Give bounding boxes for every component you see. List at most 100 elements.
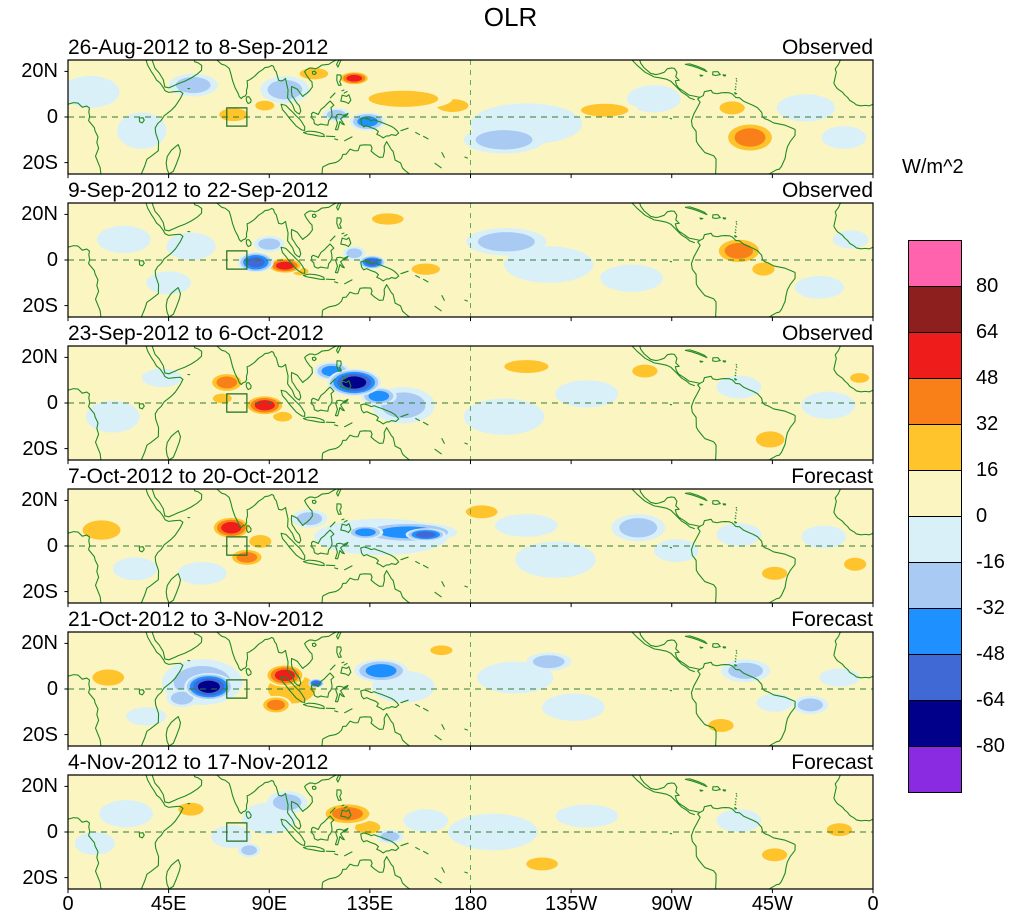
axis-ticks	[64, 357, 873, 464]
y-axis-label: 20S	[22, 723, 58, 746]
y-axis-label: 20S	[22, 580, 58, 603]
panel-2-run-type: Observed	[781, 179, 873, 202]
panel-6-run-type: Forecast	[791, 751, 873, 774]
panel-4-map	[68, 489, 873, 603]
y-axis-label: 20N	[21, 775, 58, 798]
colorbar-cell	[908, 746, 962, 793]
colorbar-label: 0	[976, 505, 988, 527]
panel-4-run-type: Forecast	[791, 465, 873, 488]
colorbar-cell	[908, 654, 962, 701]
colorbar-cell	[908, 470, 962, 517]
panel-4-date-range: 7-Oct-2012 to 20-Oct-2012	[68, 465, 319, 488]
panel-5-map	[68, 632, 873, 746]
colorbar	[908, 240, 962, 793]
colorbar-label: -16	[976, 551, 1005, 573]
panel-2-date-range: 9-Sep-2012 to 22-Sep-2012	[68, 179, 329, 202]
panel-6-map	[68, 775, 873, 889]
y-axis-label: 20S	[22, 151, 58, 174]
x-axis-label: 135E	[346, 893, 394, 915]
page-title: OLR	[483, 2, 538, 32]
panel-3-map	[68, 346, 873, 460]
axis-ticks	[64, 786, 873, 893]
y-axis-label: 0	[46, 249, 58, 271]
roi-box	[227, 680, 247, 698]
colorbar-cell	[908, 608, 962, 655]
colorbar-label: 80	[976, 275, 999, 297]
panel-2: 9-Sep-2012 to 22-Sep-2012 Observed 20N 0 2…	[0, 179, 1021, 322]
colorbar-cell	[908, 700, 962, 747]
colorbar-cell	[908, 240, 962, 287]
panel-6: 4-Nov-2012 to 17-Nov-2012 Forecast 20N 0 2…	[0, 751, 1021, 894]
panel-5: 21-Oct-2012 to 3-Nov-2012 Forecast 20N 0 2…	[0, 608, 1021, 751]
map-area	[68, 632, 873, 746]
colorbar-cell	[908, 286, 962, 333]
x-axis-label: 180	[453, 893, 488, 915]
anomaly-contours	[74, 790, 858, 874]
y-axis-label: 20N	[21, 489, 58, 512]
axis-ticks	[64, 643, 873, 750]
map-area	[68, 60, 873, 174]
x-axis-label: 45W	[751, 893, 793, 915]
colorbar-cell	[908, 332, 962, 379]
panel-1-run-type: Observed	[781, 36, 873, 59]
roi-box	[227, 394, 247, 412]
colorbar-label: -80	[976, 735, 1005, 757]
x-axis-label: 135W	[545, 893, 598, 915]
panel-3-run-type: Observed	[781, 322, 873, 345]
panel-5-run-type: Forecast	[791, 608, 873, 631]
anomaly-contours	[85, 643, 860, 735]
roi-box	[227, 251, 247, 269]
panel-1: 26-Aug-2012 to 8-Sep-2012 Observed 20N 0 2…	[0, 36, 1021, 179]
roi-box	[227, 108, 247, 126]
panel-5-date-range: 21-Oct-2012 to 3-Nov-2012	[68, 608, 324, 631]
colorbar-label: -64	[976, 689, 1005, 711]
colorbar-label: 16	[976, 459, 999, 481]
colorbar-label: 64	[976, 321, 999, 343]
map-area	[68, 775, 873, 889]
panel-6-date-range: 4-Nov-2012 to 17-Nov-2012	[68, 751, 329, 774]
y-axis-label: 20S	[22, 294, 58, 317]
y-axis-label: 0	[46, 535, 58, 557]
axis-ticks	[64, 500, 873, 607]
roi-box	[227, 537, 247, 555]
y-axis-label: 20N	[21, 346, 58, 369]
panel-3: 23-Sep-2012 to 6-Oct-2012 Observed 20N 0 2…	[0, 322, 1021, 465]
map-area	[68, 346, 873, 460]
axis-ticks	[64, 214, 873, 321]
y-axis-label: 20N	[21, 632, 58, 655]
map-area	[68, 203, 873, 317]
colorbar-unit-label: W/m^2	[902, 156, 964, 178]
y-axis-label: 0	[46, 821, 58, 843]
anomaly-contours	[85, 357, 873, 451]
y-axis-label: 0	[46, 678, 58, 700]
map-area	[68, 489, 873, 603]
y-axis-label: 20S	[22, 866, 58, 889]
y-axis-label: 20S	[22, 437, 58, 460]
colorbar-label: 48	[976, 367, 999, 389]
x-axis-label: 45E	[150, 893, 187, 915]
panel-4: 7-Oct-2012 to 20-Oct-2012 Forecast 20N 0 2…	[0, 465, 1021, 608]
x-axis-label: 0	[867, 893, 879, 915]
y-axis-label: 20N	[21, 203, 58, 226]
y-axis-label: 0	[46, 106, 58, 128]
panel-1-map	[68, 60, 873, 174]
y-axis-label: 20N	[21, 60, 58, 83]
panel-3-date-range: 23-Sep-2012 to 6-Oct-2012	[68, 322, 324, 345]
colorbar-cell	[908, 516, 962, 563]
x-axis-label: 90E	[251, 893, 288, 915]
anomaly-contours	[68, 65, 867, 154]
colorbar-label: -32	[976, 597, 1005, 619]
x-axis-label: 0	[62, 893, 74, 915]
colorbar-label: 32	[976, 413, 999, 435]
y-axis-label: 0	[46, 392, 58, 414]
colorbar-cell	[908, 424, 962, 471]
panel-2-map	[68, 203, 873, 317]
colorbar-cell	[908, 378, 962, 425]
roi-box	[227, 823, 247, 841]
colorbar-label: -48	[976, 643, 1005, 665]
axis-ticks	[64, 71, 873, 178]
x-axis-label: 90W	[651, 893, 693, 915]
colorbar-cell	[908, 562, 962, 609]
panel-1-date-range: 26-Aug-2012 to 8-Sep-2012	[68, 36, 329, 59]
